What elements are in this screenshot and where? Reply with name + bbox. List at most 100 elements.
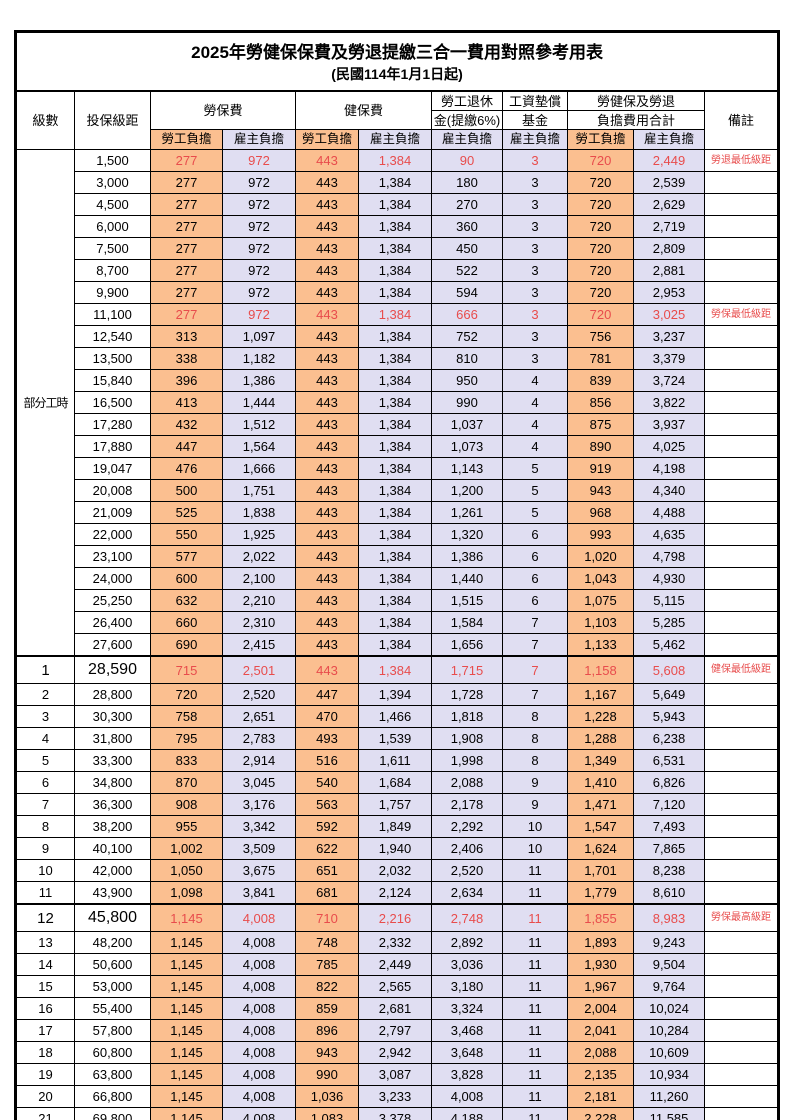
value-cell-wage-fund-employer: 3 [502, 325, 568, 348]
value-cell-total-employer: 9,243 [633, 931, 705, 954]
value-cell-pension-employer: 2,406 [431, 837, 503, 860]
value-cell-labor-employer: 4,008 [222, 1019, 296, 1042]
value-cell-labor-employee: 1,145 [150, 903, 223, 932]
bracket-cell: 63,800 [74, 1063, 151, 1086]
value-cell-total-employer: 7,865 [633, 837, 705, 860]
col-header-total-line1: 勞健保及勞退 [567, 90, 705, 111]
value-cell-pension-employer: 450 [431, 237, 503, 260]
value-cell-health-employee: 443 [295, 171, 359, 194]
table-row: 4,500 277 972 443 1,384 270 3 720 2,629 [16, 193, 780, 216]
remark-cell [703, 171, 780, 194]
value-cell-labor-employee: 525 [150, 501, 223, 524]
value-cell-wage-fund-employer: 5 [502, 457, 568, 480]
value-cell-labor-employee: 396 [150, 369, 223, 392]
value-cell-health-employee: 563 [295, 793, 359, 816]
value-cell-labor-employee: 1,145 [150, 953, 223, 976]
col-header-health-insurance: 健保費 [295, 90, 432, 130]
value-cell-pension-employer: 2,634 [431, 881, 503, 905]
value-cell-total-employer: 2,629 [633, 193, 705, 216]
remark-cell [703, 837, 780, 860]
remark-cell [703, 683, 780, 706]
value-cell-health-employee: 443 [295, 259, 359, 282]
value-cell-pension-employer: 90 [431, 149, 503, 172]
value-cell-health-employee: 785 [295, 953, 359, 976]
bracket-cell: 27,600 [74, 633, 151, 657]
bracket-cell: 38,200 [74, 815, 151, 838]
bracket-cell: 9,900 [74, 281, 151, 304]
value-cell-labor-employer: 2,100 [222, 567, 296, 590]
table-header: 2025年勞健保保費及勞退提繳三合一費用對照參考用表 (民國114年1月1日起)… [14, 31, 780, 150]
value-cell-labor-employee: 660 [150, 611, 223, 634]
table-row: 23,100 577 2,022 443 1,384 1,386 6 1,020 4,798 [16, 545, 780, 568]
value-cell-labor-employer: 972 [222, 171, 296, 194]
value-cell-labor-employer: 2,501 [222, 655, 296, 684]
value-cell-total-employee: 1,288 [567, 727, 634, 750]
value-cell-total-employee: 875 [567, 413, 634, 436]
value-cell-labor-employee: 500 [150, 479, 223, 502]
bracket-cell: 43,900 [74, 881, 151, 905]
value-cell-health-employer: 1,384 [358, 303, 432, 326]
value-cell-pension-employer: 1,037 [431, 413, 503, 436]
remark-cell: 勞保最高級距 [703, 903, 780, 932]
value-cell-total-employee: 1,547 [567, 815, 634, 838]
subheader-health-employee: 勞工負擔 [295, 129, 359, 150]
remark-cell [703, 793, 780, 816]
value-cell-labor-employer: 1,097 [222, 325, 296, 348]
value-cell-wage-fund-employer: 6 [502, 567, 568, 590]
level-cell: 5 [15, 749, 75, 772]
value-cell-total-employee: 781 [567, 347, 634, 370]
remark-cell [703, 749, 780, 772]
value-cell-health-employee: 859 [295, 997, 359, 1020]
value-cell-labor-employer: 1,925 [222, 523, 296, 546]
bracket-cell: 19,047 [74, 457, 151, 480]
value-cell-pension-employer: 2,088 [431, 771, 503, 794]
value-cell-pension-employer: 1,998 [431, 749, 503, 772]
value-cell-total-employee: 1,893 [567, 931, 634, 954]
value-cell-total-employee: 1,133 [567, 633, 634, 657]
remark-cell [703, 881, 780, 905]
value-cell-total-employer: 10,934 [633, 1063, 705, 1086]
table-row: 19 63,800 1,145 4,008 990 3,087 3,828 11 2,135 10… [15, 1063, 780, 1086]
value-cell-total-employer: 11,260 [633, 1085, 705, 1108]
value-cell-labor-employer: 3,045 [222, 771, 296, 794]
page-title: 2025年勞健保保費及勞退提繳三合一費用對照參考用表 [191, 42, 603, 62]
value-cell-health-employer: 2,942 [358, 1041, 432, 1064]
value-cell-health-employee: 443 [295, 479, 359, 502]
value-cell-pension-employer: 1,908 [431, 727, 503, 750]
value-cell-health-employer: 1,384 [358, 369, 432, 392]
bracket-cell: 66,800 [74, 1085, 151, 1108]
value-cell-health-employer: 1,384 [358, 347, 432, 370]
value-cell-total-employer: 2,881 [633, 259, 705, 282]
value-cell-total-employee: 756 [567, 325, 634, 348]
remark-cell [703, 237, 780, 260]
value-cell-health-employee: 443 [295, 325, 359, 348]
value-cell-total-employer: 2,953 [633, 281, 705, 304]
value-cell-wage-fund-employer: 5 [502, 479, 568, 502]
value-cell-total-employer: 4,798 [633, 545, 705, 568]
value-cell-health-employee: 443 [295, 523, 359, 546]
value-cell-pension-employer: 4,008 [431, 1085, 503, 1108]
remark-cell [703, 589, 780, 612]
value-cell-labor-employee: 1,098 [150, 881, 223, 905]
bracket-cell: 3,000 [74, 171, 151, 194]
value-cell-labor-employer: 1,444 [222, 391, 296, 414]
page-subtitle: (民國114年1月1日起) [331, 66, 463, 83]
bracket-cell: 33,300 [74, 749, 151, 772]
remark-cell [703, 435, 780, 458]
title-row: 2025年勞健保保費及勞退提繳三合一費用對照參考用表 (民國114年1月1日起) [14, 31, 780, 92]
value-cell-pension-employer: 4,188 [431, 1107, 503, 1120]
value-cell-total-employer: 2,539 [633, 171, 705, 194]
value-cell-health-employer: 1,384 [358, 391, 432, 414]
value-cell-health-employee: 592 [295, 815, 359, 838]
remark-cell [703, 1063, 780, 1086]
table-row: 16 55,400 1,145 4,008 859 2,681 3,324 11 2,004 10… [15, 997, 780, 1020]
value-cell-total-employee: 1,967 [567, 975, 634, 998]
subheader-total-employer: 雇主負擔 [633, 129, 705, 150]
value-cell-pension-employer: 1,515 [431, 589, 503, 612]
value-cell-total-employer: 10,284 [633, 1019, 705, 1042]
value-cell-labor-employer: 4,008 [222, 997, 296, 1020]
value-cell-health-employee: 443 [295, 655, 359, 684]
value-cell-health-employer: 2,332 [358, 931, 432, 954]
value-cell-wage-fund-employer: 11 [502, 1063, 568, 1086]
